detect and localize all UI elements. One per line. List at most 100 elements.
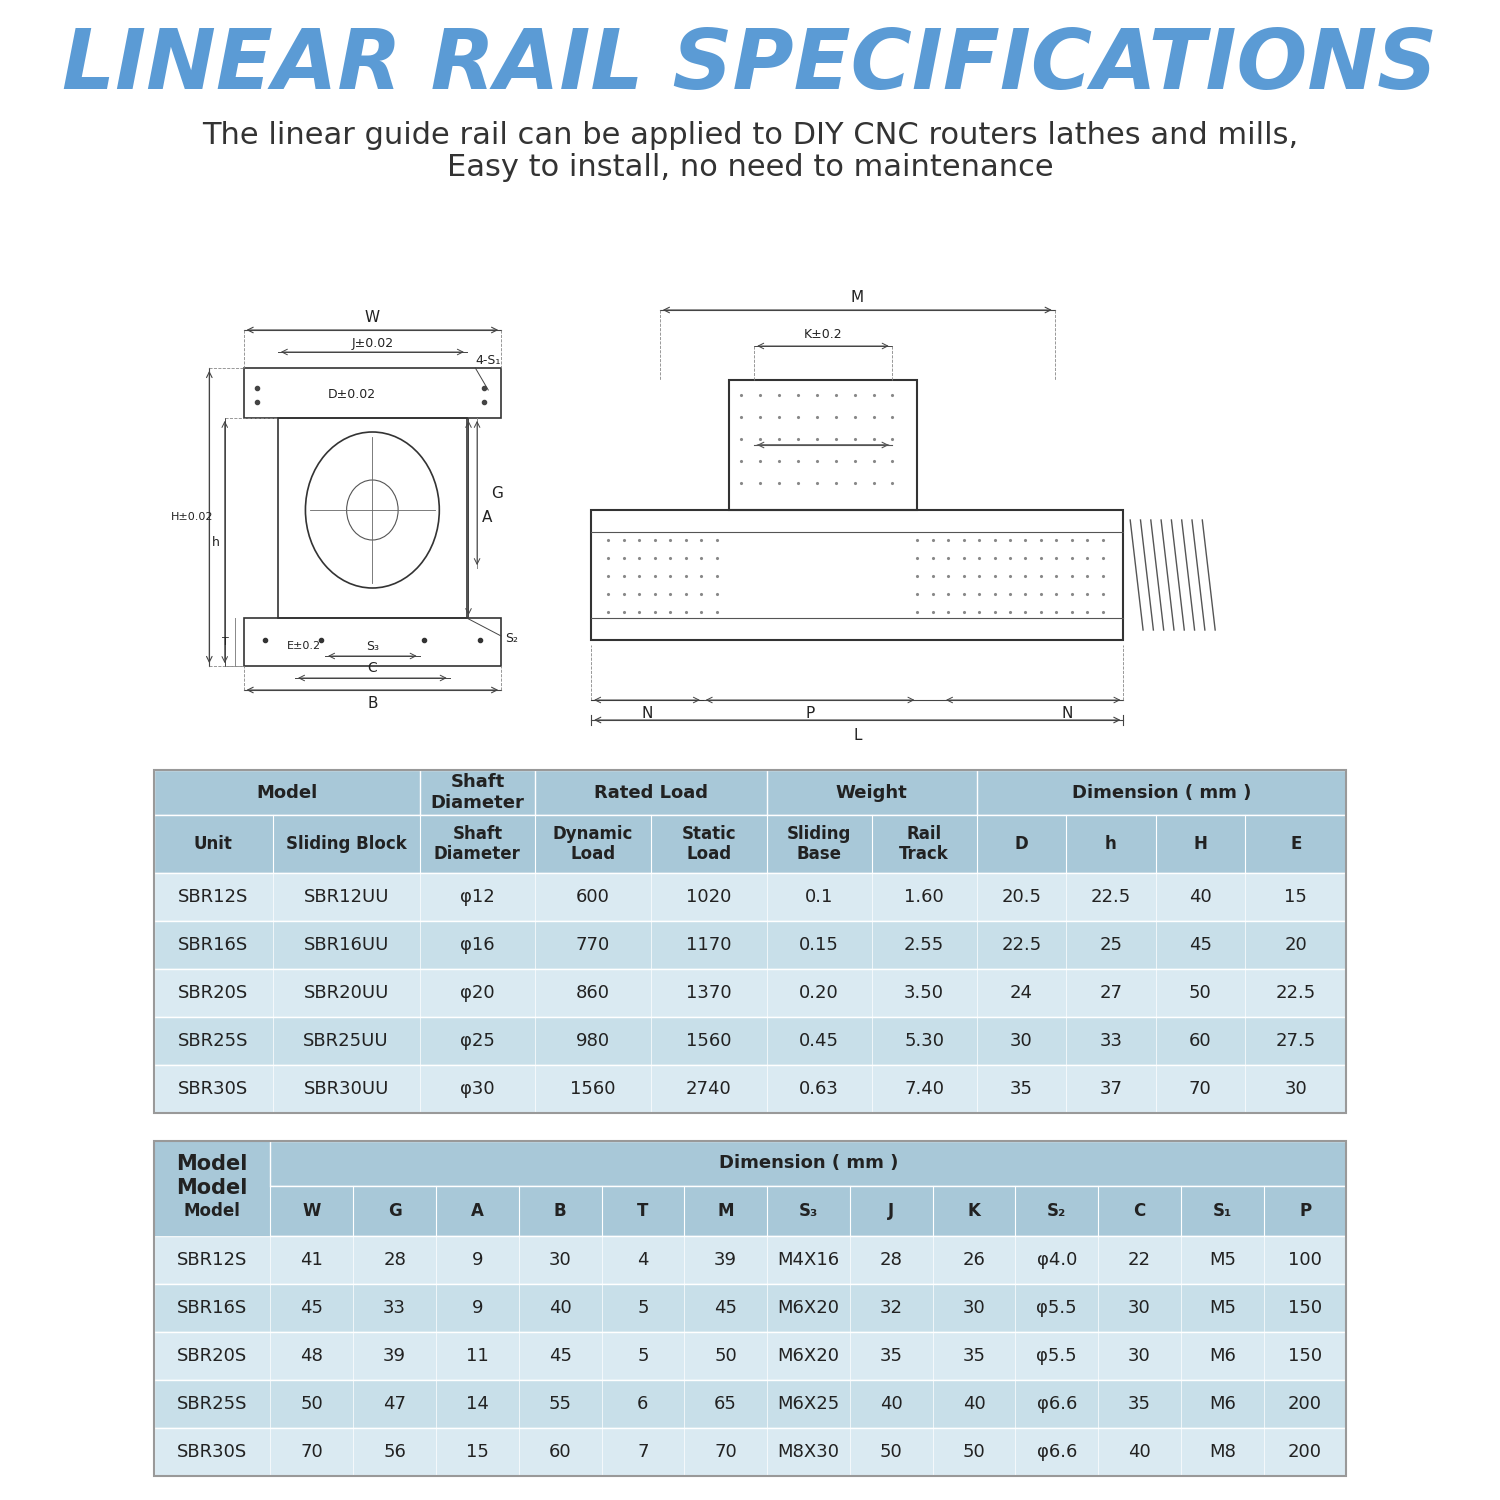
Bar — [153, 1428, 1347, 1476]
Text: M6X25: M6X25 — [777, 1395, 840, 1413]
Bar — [153, 1142, 270, 1236]
Text: E: E — [1290, 836, 1302, 854]
Text: T: T — [638, 1202, 648, 1219]
Text: M6: M6 — [1209, 1395, 1236, 1413]
Text: 33: 33 — [382, 1299, 406, 1317]
Text: 22: 22 — [1128, 1251, 1150, 1269]
Bar — [153, 770, 1347, 1113]
Text: 56: 56 — [382, 1443, 406, 1461]
Text: Easy to install, no need to maintenance: Easy to install, no need to maintenance — [447, 153, 1053, 183]
Text: 11: 11 — [466, 1347, 489, 1365]
Text: SBR12UU: SBR12UU — [303, 888, 388, 906]
Text: Model: Model — [177, 1179, 248, 1198]
Text: φ6.6: φ6.6 — [1036, 1395, 1077, 1413]
Text: 25: 25 — [1100, 936, 1122, 954]
Text: Static
Load: Static Load — [681, 825, 736, 864]
Bar — [153, 1065, 1347, 1113]
Text: 6: 6 — [638, 1395, 648, 1413]
Text: φ25: φ25 — [460, 1032, 495, 1050]
Text: 9: 9 — [471, 1299, 483, 1317]
Text: P: P — [806, 705, 814, 720]
Text: 200: 200 — [1288, 1395, 1322, 1413]
Text: 22.5: 22.5 — [1090, 888, 1131, 906]
Text: 20: 20 — [1284, 936, 1306, 954]
Text: M4X16: M4X16 — [777, 1251, 840, 1269]
Text: P: P — [1299, 1202, 1311, 1219]
Text: A: A — [471, 1202, 484, 1219]
Text: 30: 30 — [1010, 1032, 1034, 1050]
Bar — [153, 921, 1347, 969]
Text: 30: 30 — [1284, 1080, 1306, 1098]
Text: 27.5: 27.5 — [1275, 1032, 1316, 1050]
Text: N: N — [642, 705, 652, 720]
Text: 32: 32 — [879, 1299, 903, 1317]
Text: 50: 50 — [880, 1443, 903, 1461]
Text: SBR25S: SBR25S — [177, 1395, 248, 1413]
Text: SBR20S: SBR20S — [178, 984, 249, 1002]
Text: M6X20: M6X20 — [777, 1299, 840, 1317]
Text: 70: 70 — [714, 1443, 736, 1461]
Text: 37: 37 — [1100, 1080, 1122, 1098]
Text: 39: 39 — [382, 1347, 406, 1365]
Text: 14: 14 — [466, 1395, 489, 1413]
Text: A: A — [482, 510, 492, 525]
Text: 50: 50 — [963, 1443, 986, 1461]
Text: 33: 33 — [1100, 1032, 1122, 1050]
Text: 45: 45 — [714, 1299, 736, 1317]
Text: 4-S₁: 4-S₁ — [476, 354, 501, 366]
Text: 9: 9 — [471, 1251, 483, 1269]
Text: M6X20: M6X20 — [777, 1347, 840, 1365]
Text: M8X30: M8X30 — [777, 1443, 840, 1461]
Text: W: W — [364, 310, 380, 326]
Bar — [153, 1142, 1347, 1476]
Bar — [591, 510, 1124, 640]
Text: 0.45: 0.45 — [800, 1032, 838, 1050]
Text: 1560: 1560 — [570, 1080, 616, 1098]
Text: 50: 50 — [1190, 984, 1212, 1002]
Text: φ5.5: φ5.5 — [1036, 1347, 1077, 1365]
Text: G: G — [387, 1202, 402, 1219]
Bar — [153, 1332, 1347, 1380]
Text: G: G — [490, 486, 502, 501]
Text: M8: M8 — [1209, 1443, 1236, 1461]
Bar — [153, 1186, 1347, 1236]
Text: 30: 30 — [963, 1299, 986, 1317]
Text: 40: 40 — [963, 1395, 986, 1413]
Text: SBR12S: SBR12S — [178, 888, 249, 906]
Text: 0.15: 0.15 — [800, 936, 838, 954]
Text: φ30: φ30 — [460, 1080, 495, 1098]
Text: S₃: S₃ — [800, 1202, 818, 1219]
Text: 45: 45 — [1190, 936, 1212, 954]
Text: SBR12S: SBR12S — [177, 1251, 248, 1269]
Text: 40: 40 — [549, 1299, 572, 1317]
Bar — [153, 1017, 1347, 1065]
Text: 30: 30 — [549, 1251, 572, 1269]
Text: Weight: Weight — [836, 783, 908, 801]
Text: φ12: φ12 — [460, 888, 495, 906]
Bar — [153, 815, 1347, 873]
Text: 980: 980 — [576, 1032, 610, 1050]
Text: The linear guide rail can be applied to DIY CNC routers lathes and mills,: The linear guide rail can be applied to … — [202, 120, 1298, 150]
Text: SBR30S: SBR30S — [178, 1080, 249, 1098]
Text: 860: 860 — [576, 984, 610, 1002]
Text: 1020: 1020 — [686, 888, 732, 906]
Text: 35: 35 — [963, 1347, 986, 1365]
Text: 770: 770 — [576, 936, 610, 954]
Text: 60: 60 — [1190, 1032, 1212, 1050]
Text: 22.5: 22.5 — [1002, 936, 1041, 954]
Text: M: M — [850, 290, 864, 304]
Text: 1.60: 1.60 — [904, 888, 944, 906]
Text: K±0.2: K±0.2 — [804, 328, 843, 342]
Text: 15: 15 — [466, 1443, 489, 1461]
Text: J±0.02: J±0.02 — [351, 336, 393, 350]
Text: K: K — [968, 1202, 981, 1219]
Text: LINEAR RAIL SPECIFICATIONS: LINEAR RAIL SPECIFICATIONS — [63, 24, 1437, 105]
Text: Dimension ( mm ): Dimension ( mm ) — [718, 1155, 898, 1173]
Text: SBR25S: SBR25S — [178, 1032, 249, 1050]
Text: 2740: 2740 — [686, 1080, 732, 1098]
Text: L: L — [853, 728, 861, 742]
Text: 48: 48 — [300, 1347, 324, 1365]
Text: Model: Model — [177, 1154, 248, 1173]
Text: M5: M5 — [1209, 1299, 1236, 1317]
Text: 50: 50 — [300, 1395, 322, 1413]
